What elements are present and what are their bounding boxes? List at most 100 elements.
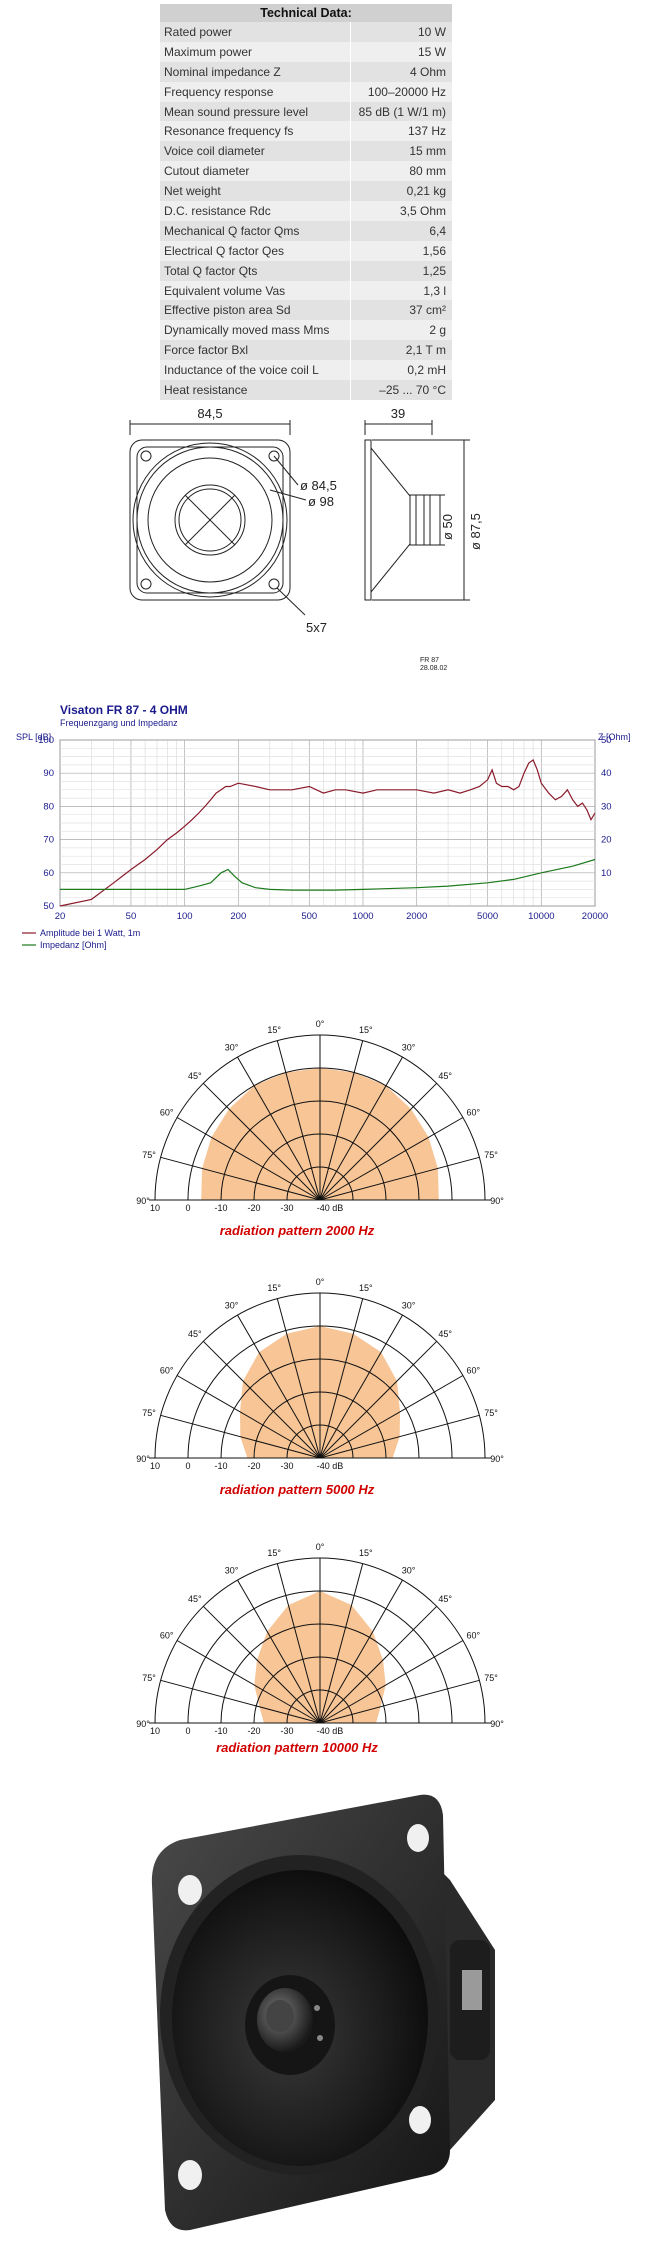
stamp-model: FR 87 bbox=[420, 657, 439, 664]
spec-value: 15 W bbox=[350, 41, 452, 62]
angle-label: 90° bbox=[136, 1454, 150, 1464]
polar-spoke bbox=[160, 1679, 321, 1724]
angle-label: 30° bbox=[402, 1301, 416, 1311]
angle-label: 90° bbox=[136, 1719, 150, 1729]
angle-label: 90° bbox=[490, 1454, 504, 1464]
spec-value: 1,56 bbox=[350, 240, 452, 261]
angle-label: 60° bbox=[466, 1108, 480, 1118]
polar-spoke bbox=[319, 1640, 464, 1724]
spec-value: 15 mm bbox=[350, 141, 452, 162]
spec-label: Nominal impedance Z bbox=[160, 61, 351, 82]
y-tick-label: 90 bbox=[43, 768, 54, 779]
spec-label: Voice coil diameter bbox=[160, 141, 351, 162]
angle-label: 15° bbox=[267, 1283, 281, 1293]
y2-tick-label: 20 bbox=[601, 835, 612, 846]
x-tick-label: 20 bbox=[55, 911, 66, 922]
polar-spoke bbox=[319, 1040, 364, 1201]
angle-label: 75° bbox=[142, 1673, 156, 1683]
y2-tick-label: 30 bbox=[601, 801, 612, 812]
spec-row: Force factor Bxl 2,1 T m bbox=[160, 340, 452, 361]
legend-entry: Impedanz [Ohm] bbox=[40, 940, 107, 950]
technical-data-table: Technical Data: Rated power 10 W Maximum p… bbox=[160, 4, 452, 400]
spec-row: Dynamically moved mass Mms 2 g bbox=[160, 320, 452, 341]
dim-magnet: ø 50 bbox=[440, 514, 455, 540]
polar-spoke bbox=[176, 1640, 321, 1724]
y-tick-label: 60 bbox=[43, 868, 54, 879]
spec-value: 137 Hz bbox=[350, 121, 452, 142]
y-axis-label: SPL [dB] bbox=[16, 732, 51, 742]
angle-label: 45° bbox=[188, 1329, 202, 1339]
spec-label: Total Q factor Qts bbox=[160, 260, 351, 281]
polar-spoke bbox=[276, 1040, 321, 1201]
dimension-drawing: 84,5 39 ø 84,5 ø 98 5x7 ø 50 ø 87,5 FR 8… bbox=[129, 406, 483, 672]
angle-label: 30° bbox=[225, 1301, 239, 1311]
spec-label: Cutout diameter bbox=[160, 161, 351, 182]
spec-value: 6,4 bbox=[350, 220, 452, 241]
polar-spoke bbox=[319, 1298, 364, 1459]
polar-spoke bbox=[176, 1117, 321, 1201]
x-tick-label: 100 bbox=[177, 911, 193, 922]
spec-value: 0,21 kg bbox=[350, 181, 452, 202]
spec-row: Mean sound pressure level 85 dB (1 W/1 m) bbox=[160, 101, 452, 122]
dim-diameter-2: ø 98 bbox=[308, 494, 334, 509]
basket-ring bbox=[132, 442, 288, 598]
spec-label: Maximum power bbox=[160, 41, 351, 62]
spec-row: Equivalent volume Vas 1,3 l bbox=[160, 280, 452, 301]
spec-row: Cutout diameter 80 mm bbox=[160, 161, 452, 182]
polar-spoke bbox=[319, 1579, 403, 1724]
polar-spoke bbox=[276, 1563, 321, 1724]
polar-spoke bbox=[176, 1375, 321, 1459]
y-tick-label: 100 bbox=[38, 735, 54, 746]
x-tick-label: 20000 bbox=[582, 911, 608, 922]
x-tick-label: 200 bbox=[230, 911, 246, 922]
legend-entry: Amplitude bei 1 Watt, 1m bbox=[40, 928, 140, 938]
spec-row: Net weight 0,21 kg bbox=[160, 181, 452, 202]
spec-row: Rated power 10 W bbox=[160, 22, 452, 42]
angle-label: 90° bbox=[490, 1719, 504, 1729]
spec-label: Heat resistance bbox=[160, 380, 351, 400]
radial-label: -10 bbox=[214, 1203, 227, 1213]
spec-label: Mechanical Q factor Qms bbox=[160, 220, 351, 241]
spec-label: Inductance of the voice coil L bbox=[160, 360, 351, 381]
angle-label: 60° bbox=[160, 1366, 174, 1376]
angle-label: 15° bbox=[359, 1283, 373, 1293]
angle-label: 0° bbox=[316, 1542, 325, 1552]
angle-label: 15° bbox=[267, 1025, 281, 1035]
polar-spoke bbox=[319, 1605, 438, 1724]
y-tick-label: 70 bbox=[43, 835, 54, 846]
polar-spoke bbox=[237, 1056, 321, 1201]
angle-label: 45° bbox=[438, 1594, 452, 1604]
spec-row: Frequency response 100–20000 Hz bbox=[160, 81, 452, 102]
x-tick-label: 50 bbox=[126, 911, 137, 922]
spec-value: 80 mm bbox=[350, 161, 452, 182]
angle-label: 0° bbox=[316, 1019, 325, 1029]
angle-label: 60° bbox=[466, 1631, 480, 1641]
spec-value: 1,3 l bbox=[350, 280, 452, 301]
radial-label: 0 bbox=[185, 1461, 190, 1471]
radial-label: -30 bbox=[280, 1726, 293, 1736]
angle-label: 30° bbox=[402, 1566, 416, 1576]
spec-value: 37 cm² bbox=[350, 300, 452, 321]
radiation-pattern-10000: 90°75°60°45°30°15°0°15°30°45°60°75°90°10… bbox=[136, 1542, 504, 1736]
angle-label: 0° bbox=[316, 1277, 325, 1287]
polar-spoke bbox=[237, 1579, 321, 1724]
spec-row: Effective piston area Sd 37 cm² bbox=[160, 300, 452, 321]
angle-label: 75° bbox=[484, 1673, 498, 1683]
spec-label: Dynamically moved mass Mms bbox=[160, 320, 351, 341]
spec-label: Electrical Q factor Qes bbox=[160, 240, 351, 261]
angle-label: 30° bbox=[402, 1043, 416, 1053]
frame-outline bbox=[129, 439, 291, 601]
radial-label: -20 bbox=[247, 1726, 260, 1736]
polar-spoke bbox=[319, 1340, 438, 1459]
polar-spoke bbox=[319, 1117, 464, 1201]
spec-row: Resonance frequency fs 137 Hz bbox=[160, 121, 452, 142]
angle-label: 15° bbox=[267, 1548, 281, 1558]
radial-label: -30 bbox=[280, 1203, 293, 1213]
spec-label: Equivalent volume Vas bbox=[160, 280, 351, 301]
angle-label: 45° bbox=[438, 1329, 452, 1339]
x-tick-label: 1000 bbox=[352, 911, 373, 922]
y2-axis-label: Z [Ohm] bbox=[598, 732, 631, 742]
spec-value: 10 W bbox=[350, 22, 452, 42]
spec-label: D.C. resistance Rdc bbox=[160, 201, 351, 221]
